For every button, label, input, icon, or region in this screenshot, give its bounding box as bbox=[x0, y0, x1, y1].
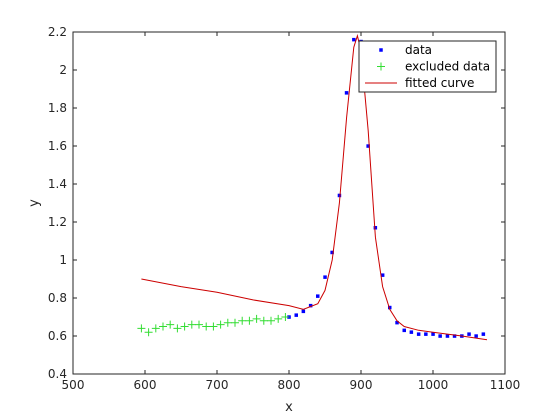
excluded-data-point bbox=[281, 313, 290, 321]
data-point bbox=[395, 320, 399, 325]
x-axis-label: x bbox=[285, 400, 293, 415]
y-tick-label: 1.8 bbox=[48, 101, 67, 115]
axes: 500 600 700 800 900 1000 1100 0.4 0.6 0.8 1 1.2 1.4 1… bbox=[48, 25, 520, 392]
x-tick-label: 700 bbox=[206, 378, 229, 392]
excluded-data-point bbox=[238, 316, 247, 325]
excluded-data-point bbox=[180, 322, 189, 331]
data-point bbox=[438, 334, 442, 338]
data-point bbox=[388, 305, 392, 310]
data-point bbox=[301, 309, 306, 314]
excluded-data-point bbox=[202, 322, 211, 331]
y-tick-label: 1.4 bbox=[48, 177, 67, 191]
data-point bbox=[344, 91, 349, 95]
data-point bbox=[316, 294, 320, 298]
data-point bbox=[373, 226, 378, 230]
excluded-data-point bbox=[216, 320, 225, 329]
y-tick-label: 2 bbox=[59, 63, 67, 77]
excluded-data-point bbox=[245, 316, 254, 325]
data-point bbox=[452, 334, 457, 338]
excluded-data-point bbox=[267, 316, 275, 325]
fitted-curve-line bbox=[141, 33, 488, 341]
x-tick-label: 900 bbox=[350, 378, 373, 392]
legend-entry-label: excluded data bbox=[405, 60, 490, 74]
excluded-data-point bbox=[252, 314, 261, 323]
data-point bbox=[431, 332, 435, 336]
excluded-data-point bbox=[274, 314, 283, 323]
x-tick-label: 500 bbox=[62, 378, 85, 392]
data-point bbox=[416, 332, 421, 336]
legend: data excluded data fitted curve bbox=[358, 40, 497, 93]
data-point bbox=[481, 332, 486, 336]
y-tick-label: 1.6 bbox=[48, 139, 67, 153]
data-point bbox=[352, 37, 356, 42]
y-tick-label: 1 bbox=[59, 253, 67, 267]
excluded-data-point bbox=[159, 322, 167, 331]
x-tick-label: 600 bbox=[134, 378, 157, 392]
data-point bbox=[409, 330, 414, 334]
excluded-data-point bbox=[166, 320, 175, 329]
x-tick-label: 800 bbox=[278, 378, 301, 392]
data-point bbox=[467, 332, 471, 336]
data-point bbox=[337, 193, 342, 198]
excluded-data-point bbox=[231, 318, 239, 327]
y-tick-label: 0.8 bbox=[48, 291, 67, 305]
data-point bbox=[366, 144, 370, 148]
data-point bbox=[294, 313, 298, 317]
legend-entry-label: fitted curve bbox=[405, 76, 474, 90]
legend-entry-label: data bbox=[405, 43, 432, 57]
excluded-data-point bbox=[144, 328, 153, 337]
y-tick-label: 2.2 bbox=[48, 25, 67, 39]
data-point bbox=[474, 334, 478, 338]
excluded-data-point bbox=[187, 320, 196, 329]
series-layer bbox=[137, 33, 488, 341]
legend-square-swatch bbox=[379, 48, 383, 52]
data-point bbox=[323, 275, 327, 279]
excluded-data-point bbox=[195, 320, 203, 329]
data-point bbox=[445, 334, 450, 338]
x-tick-label: 1000 bbox=[418, 378, 449, 392]
excluded-data-point bbox=[223, 318, 232, 327]
excluded-data-point bbox=[151, 324, 160, 333]
legend-plus-swatch bbox=[377, 62, 385, 71]
y-tick-label: 1.2 bbox=[48, 215, 67, 229]
excluded-data-point bbox=[259, 316, 268, 325]
data-point bbox=[308, 303, 313, 308]
excluded-data-point bbox=[137, 324, 146, 333]
data-point bbox=[402, 328, 406, 333]
data-point bbox=[380, 273, 385, 277]
y-tick-label: 0.4 bbox=[48, 367, 67, 381]
x-tick-label: 1100 bbox=[490, 378, 521, 392]
y-axis-label: y bbox=[27, 199, 42, 207]
data-point bbox=[330, 250, 334, 255]
excluded-data-point bbox=[209, 322, 218, 331]
y-tick-label: 0.6 bbox=[48, 329, 67, 343]
data-point bbox=[424, 332, 428, 336]
excluded-data-point bbox=[173, 324, 182, 333]
